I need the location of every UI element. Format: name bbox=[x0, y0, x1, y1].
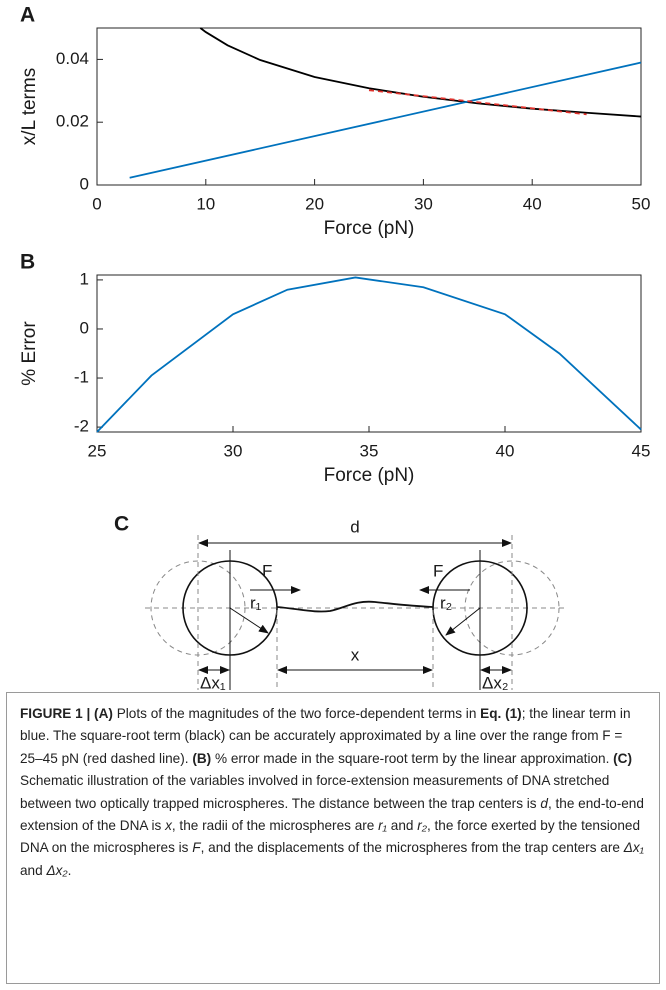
d-label: d bbox=[350, 517, 359, 536]
data-line bbox=[368, 89, 587, 116]
caption-run: Eq. (1) bbox=[480, 706, 522, 721]
caption-run: and bbox=[20, 862, 47, 878]
chart: B 25 30 35 40 45 -2 -1 0 1 Force (pN) % Error bbox=[19, 251, 650, 486]
x-axis-label: Force (pN) bbox=[324, 465, 415, 486]
plot-frame bbox=[96, 27, 642, 186]
y-tick-label: 0 bbox=[80, 318, 89, 337]
panel-label: B bbox=[20, 251, 35, 274]
radius-label: r₁ bbox=[250, 593, 262, 612]
caption-run: ; the linear term in blue. The square-ro… bbox=[20, 706, 631, 766]
caption-run: r₂ bbox=[417, 818, 427, 834]
y-tick-label: 1 bbox=[80, 269, 89, 288]
caption-run: % error made in the square-root term by … bbox=[211, 750, 614, 766]
x-axis-label: Force (pN) bbox=[324, 218, 415, 239]
data-line bbox=[129, 61, 642, 179]
radius-arrow bbox=[445, 607, 481, 636]
x-tick-label: 40 bbox=[523, 194, 542, 213]
caption-run: r₁ bbox=[378, 818, 387, 834]
caption-run: . bbox=[67, 862, 72, 878]
x-tick-label: 35 bbox=[360, 441, 379, 460]
caption-run: x bbox=[165, 818, 172, 834]
caption-run: , the radii of the microspheres are bbox=[171, 818, 379, 834]
y-tick-label: 0.02 bbox=[56, 112, 89, 131]
caption-run: and bbox=[386, 818, 418, 834]
y-tick-label: -2 bbox=[74, 417, 89, 436]
y-axis-label: x/L terms bbox=[19, 68, 40, 145]
caption-run: Schematic illustration of the variables … bbox=[20, 773, 610, 811]
caption-run: FIGURE 1 | (A) bbox=[20, 706, 113, 721]
caption-run: , and the displacements of the microsphe… bbox=[200, 840, 624, 856]
y-tick-label: 0.04 bbox=[56, 49, 89, 68]
y-tick-label: -1 bbox=[74, 368, 89, 387]
panel-label: C bbox=[114, 513, 129, 536]
x-tick-label: 30 bbox=[414, 194, 433, 213]
dx-label: Δx₁ bbox=[200, 673, 226, 690]
caption-run: d bbox=[540, 795, 548, 811]
schematic: C d F F r₁ r₂ x Δx₁ Δx₂ bbox=[114, 513, 565, 690]
x-tick-label: 0 bbox=[92, 194, 101, 213]
caption-run: Plots of the magnitudes of the two force… bbox=[112, 706, 481, 721]
x-tick-label: 20 bbox=[305, 194, 324, 213]
x-tick-label: 45 bbox=[632, 441, 651, 460]
y-tick-label: 0 bbox=[80, 174, 89, 193]
x-tick-label: 10 bbox=[196, 194, 215, 213]
x-tick-label: 50 bbox=[632, 194, 651, 213]
caption-run: (B) bbox=[192, 750, 212, 766]
force-label: F bbox=[262, 561, 272, 580]
chart: A 0 10 20 30 40 50 0 0.02 0.04 Force (pN) x/L terms bbox=[19, 4, 650, 239]
caption-run: , the end-to-end extension of the DNA is bbox=[20, 795, 644, 834]
dna bbox=[276, 600, 434, 613]
data-line bbox=[96, 276, 642, 433]
panel-label: A bbox=[20, 4, 35, 27]
x-tick-label: 25 bbox=[88, 441, 107, 460]
force-label: F bbox=[433, 561, 443, 580]
dx-label: Δx₂ bbox=[482, 673, 508, 690]
caption-run: , the force exerted by the tensioned DNA… bbox=[20, 818, 641, 856]
caption-run: (C) bbox=[613, 750, 633, 766]
radius-arrow bbox=[229, 607, 269, 634]
x-tick-label: 30 bbox=[224, 441, 243, 460]
data-line bbox=[199, 27, 642, 118]
figure: C d F F r₁ r₂ x Δx₁ Δx₂ A0 10 20 30 40 5000.0… bbox=[19, 4, 650, 690]
radius-label: r₂ bbox=[440, 593, 452, 612]
caption-run: Δx₂ bbox=[46, 862, 68, 878]
caption-run: Δx₁ bbox=[623, 840, 644, 856]
x-label: x bbox=[351, 645, 360, 664]
y-axis-label: % Error bbox=[19, 321, 40, 386]
caption: FIGURE 1 | (A) Plots of the magnitudes o… bbox=[6, 692, 660, 984]
caption-run: F bbox=[192, 840, 201, 856]
x-tick-label: 40 bbox=[496, 441, 515, 460]
